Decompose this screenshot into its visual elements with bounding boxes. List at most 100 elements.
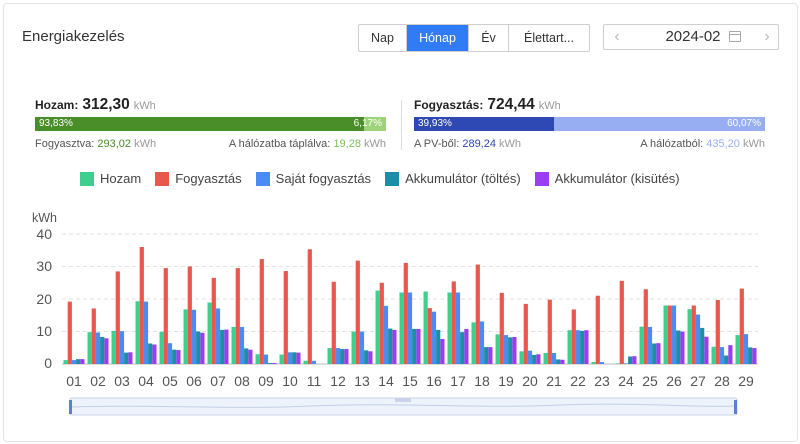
bar-26-series-2[interactable] (671, 305, 677, 365)
bar-20-series-1[interactable] (523, 303, 528, 365)
bar-24-series-3[interactable] (628, 356, 633, 364)
bar-07-series-1[interactable] (211, 277, 216, 365)
bar-25-series-2[interactable] (647, 326, 653, 364)
bar-22-series-2[interactable] (575, 330, 581, 364)
bar-27-series-1[interactable] (691, 305, 696, 365)
bar-18-series-2[interactable] (479, 321, 485, 364)
bar-23-series-0[interactable] (591, 362, 596, 364)
bar-10-series-1[interactable] (283, 271, 288, 364)
calendar-icon[interactable] (729, 31, 741, 42)
bar-19-series-4[interactable] (512, 337, 517, 364)
bar-09-series-1[interactable] (259, 259, 264, 364)
bar-06-series-0[interactable] (183, 309, 188, 364)
bar-16-series-0[interactable] (423, 291, 428, 364)
bar-01-series-1[interactable] (67, 301, 72, 364)
bar-22-series-0[interactable] (567, 330, 572, 364)
bar-03-series-2[interactable] (119, 331, 125, 364)
bar-01-series-4[interactable] (80, 359, 85, 365)
bar-08-series-2[interactable] (239, 326, 245, 364)
bar-04-series-1[interactable] (139, 247, 144, 364)
bar-10-series-4[interactable] (296, 352, 301, 365)
bar-21-series-0[interactable] (543, 352, 548, 364)
bar-29-series-2[interactable] (743, 334, 749, 364)
bar-27-series-2[interactable] (695, 314, 701, 364)
chevron-left-icon[interactable]: ‹ (614, 28, 620, 45)
bar-15-series-0[interactable] (399, 292, 404, 365)
tab-month[interactable]: Hónap (407, 25, 469, 51)
bar-17-series-1[interactable] (451, 281, 456, 364)
bar-19-series-2[interactable] (503, 335, 509, 364)
bar-24-series-1[interactable] (619, 280, 624, 364)
bar-06-series-1[interactable] (187, 266, 192, 365)
bar-24-series-4[interactable] (632, 356, 637, 364)
tab-lifetime[interactable]: Élettart... (523, 31, 575, 45)
bar-27-series-4[interactable] (704, 336, 709, 364)
bar-05-series-4[interactable] (176, 350, 181, 364)
bar-27-series-3[interactable] (700, 327, 705, 364)
bar-05-series-2[interactable] (167, 343, 173, 364)
bar-05-series-3[interactable] (172, 349, 177, 364)
bar-15-series-3[interactable] (412, 328, 417, 364)
bar-25-series-4[interactable] (656, 343, 661, 364)
bar-05-series-1[interactable] (163, 268, 168, 365)
bar-07-series-0[interactable] (207, 302, 212, 364)
bar-28-series-3[interactable] (724, 355, 729, 364)
bar-08-series-1[interactable] (235, 268, 240, 365)
bar-12-series-1[interactable] (331, 281, 336, 364)
bar-18-series-4[interactable] (488, 347, 493, 364)
bar-14-series-3[interactable] (388, 328, 393, 364)
date-value[interactable]: 2024-02 (665, 28, 721, 45)
bar-24-series-0[interactable] (615, 363, 620, 364)
month-picker[interactable]: ‹ 2024-02 › (603, 24, 779, 50)
bar-14-series-0[interactable] (375, 290, 380, 364)
bar-11-series-0[interactable] (303, 360, 308, 364)
bar-23-series-2[interactable] (599, 362, 605, 364)
bar-25-series-3[interactable] (652, 343, 657, 364)
legend-item-hozam[interactable]: Hozam (80, 171, 141, 186)
bar-12-series-2[interactable] (335, 348, 341, 364)
bar-08-series-3[interactable] (244, 348, 249, 364)
bar-01-series-0[interactable] (63, 360, 68, 364)
zoom-slider[interactable] (69, 397, 738, 416)
bar-14-series-1[interactable] (379, 282, 384, 364)
legend-item-sajat-fogyasztas[interactable]: Saját fogyasztás (255, 171, 371, 186)
bar-10-series-3[interactable] (292, 352, 297, 364)
bar-15-series-2[interactable] (407, 292, 413, 365)
legend-item-akku-kisutes[interactable]: Akkumulátor (kisütés) (534, 171, 680, 186)
zoom-handle-left[interactable] (69, 400, 72, 414)
bar-20-series-3[interactable] (532, 354, 537, 364)
bar-16-series-2[interactable] (431, 311, 437, 364)
bar-01-series-3[interactable] (76, 359, 81, 365)
bar-26-series-1[interactable] (667, 305, 672, 365)
bar-21-series-2[interactable] (551, 352, 557, 364)
bar-25-series-1[interactable] (643, 289, 648, 364)
bar-22-series-3[interactable] (580, 330, 585, 364)
tab-day[interactable]: Nap (359, 25, 407, 51)
legend-item-fogyasztas[interactable]: Fogyasztás (155, 171, 242, 186)
bar-26-series-4[interactable] (680, 331, 685, 365)
bar-22-series-4[interactable] (584, 330, 589, 364)
bar-15-series-1[interactable] (403, 262, 408, 364)
bar-13-series-0[interactable] (351, 331, 356, 365)
bar-02-series-2[interactable] (95, 332, 101, 364)
bar-22-series-1[interactable] (571, 309, 576, 364)
bar-13-series-4[interactable] (368, 351, 373, 364)
bar-10-series-2[interactable] (287, 352, 293, 364)
bar-09-series-2[interactable] (263, 354, 269, 364)
bar-26-series-0[interactable] (663, 305, 668, 365)
bar-08-series-4[interactable] (248, 349, 253, 364)
bar-18-series-3[interactable] (484, 347, 489, 364)
bar-12-series-4[interactable] (344, 349, 349, 364)
bar-20-series-2[interactable] (527, 350, 533, 364)
bar-11-series-1[interactable] (307, 249, 312, 364)
bar-29-series-0[interactable] (735, 335, 740, 364)
bar-17-series-0[interactable] (447, 292, 452, 365)
bar-29-series-4[interactable] (752, 348, 757, 364)
bar-07-series-3[interactable] (220, 329, 225, 365)
chevron-right-icon[interactable]: › (764, 28, 770, 45)
bar-23-series-1[interactable] (595, 295, 600, 364)
bar-13-series-3[interactable] (364, 350, 369, 364)
tab-year[interactable]: Év (469, 25, 509, 51)
bar-15-series-4[interactable] (416, 328, 421, 364)
bar-29-series-3[interactable] (748, 347, 753, 364)
